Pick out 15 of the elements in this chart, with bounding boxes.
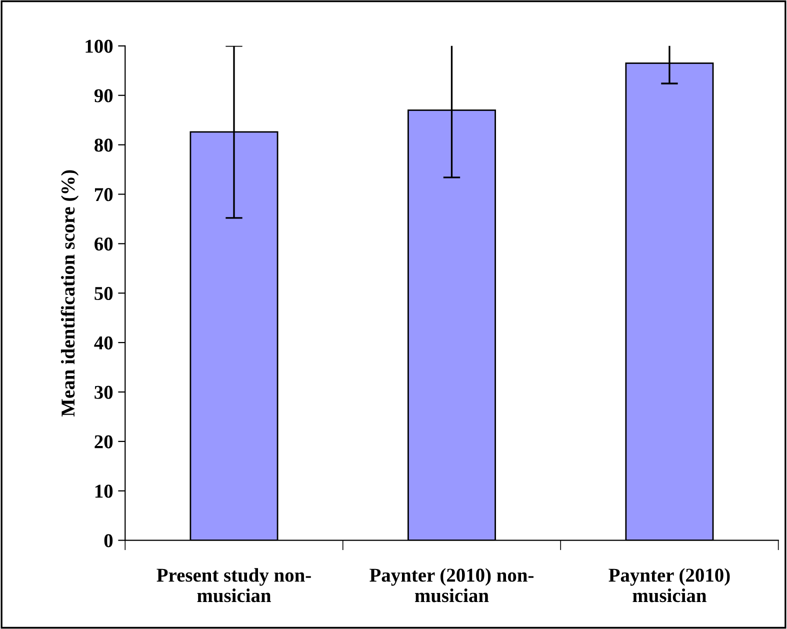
y-tick-label: 30 bbox=[94, 386, 113, 399]
y-tick-label: 10 bbox=[95, 484, 113, 498]
x-tick-label: Present study non- musician bbox=[156, 568, 311, 602]
y-tick-label: 70 bbox=[94, 188, 113, 202]
y-tick-label: 90 bbox=[94, 89, 113, 102]
x-tick-label: Paynter (2010) non- musician bbox=[370, 568, 534, 602]
y-tick-label: 20 bbox=[94, 435, 113, 448]
y-tick-label: 80 bbox=[94, 138, 113, 152]
y-axis-title: Mean identification score (%) bbox=[60, 170, 79, 417]
y-tick-label: 100 bbox=[86, 40, 113, 53]
y-tick-label: 40 bbox=[94, 336, 113, 350]
y-tick-label: 0 bbox=[104, 534, 113, 548]
y-tick-label: 50 bbox=[94, 286, 113, 300]
y-tick-label: 60 bbox=[94, 237, 113, 251]
x-tick-label: Paynter (2010) musician bbox=[608, 568, 730, 602]
